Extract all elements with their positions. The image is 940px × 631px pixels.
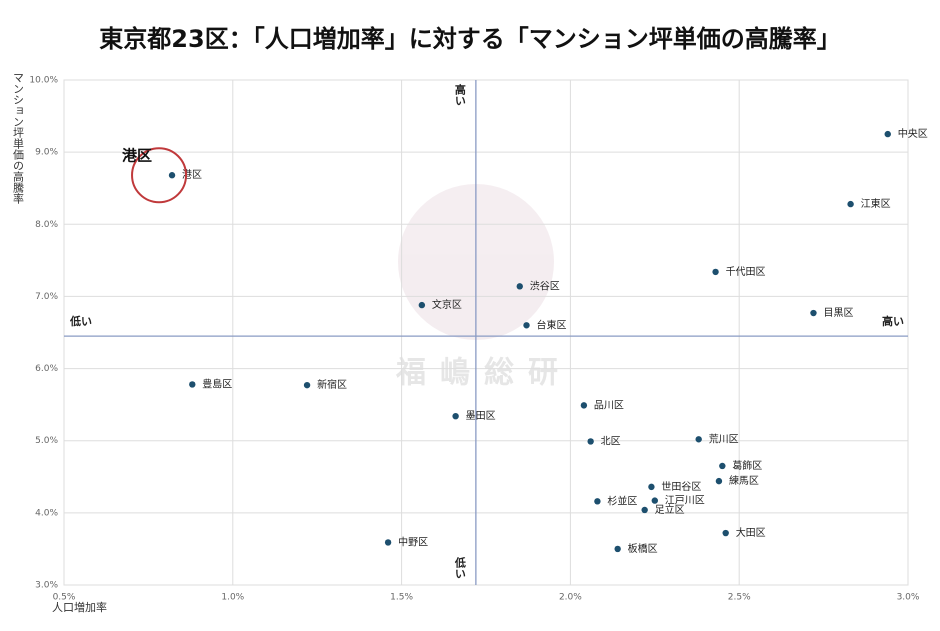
point-label: 墨田区 bbox=[466, 410, 496, 422]
y-tick-label: 6.0% bbox=[35, 364, 58, 374]
annotation-circle bbox=[131, 147, 188, 204]
point bbox=[715, 477, 723, 485]
point-label: 文京区 bbox=[432, 298, 462, 311]
point bbox=[168, 172, 176, 179]
point-label: 中央区 bbox=[898, 127, 928, 140]
x-tick-label: 0.5% bbox=[53, 593, 76, 603]
x-tick-label: 2.0% bbox=[559, 593, 582, 603]
annotation-label: 港区 bbox=[122, 147, 152, 165]
point bbox=[523, 322, 530, 329]
point-label: 世田谷区 bbox=[661, 481, 701, 493]
point-label: 中野区 bbox=[398, 535, 428, 548]
point-label: 北区 bbox=[601, 435, 621, 447]
point-label: 目黒区 bbox=[823, 307, 853, 319]
point-label: 渋谷区 bbox=[530, 279, 560, 292]
point bbox=[452, 412, 459, 420]
point bbox=[719, 462, 726, 470]
x-tick-label: 1.0% bbox=[221, 593, 244, 603]
point-label: 台東区 bbox=[537, 318, 567, 331]
point-label: 足立区 bbox=[655, 503, 685, 516]
point-label: 千代田区 bbox=[726, 266, 766, 278]
point bbox=[651, 497, 658, 504]
y-axis-label: マンション坪単価の高騰率 bbox=[12, 72, 25, 205]
point-label: 葛飾区 bbox=[732, 459, 762, 472]
point bbox=[418, 301, 426, 309]
point bbox=[189, 381, 196, 388]
point bbox=[641, 506, 648, 514]
point bbox=[847, 200, 854, 208]
chart-title: 東京都23区：「人口増加率」に対する「マンション坪単価の高騰率」 bbox=[99, 25, 840, 53]
point-label: 品川区 bbox=[594, 399, 624, 411]
x-tick-label: 2.5% bbox=[728, 593, 751, 603]
watermark-text: 福嶋総研 bbox=[395, 356, 572, 391]
point bbox=[614, 545, 621, 553]
point bbox=[303, 381, 311, 389]
point bbox=[884, 130, 891, 138]
point-label: 練馬区 bbox=[729, 474, 759, 487]
point bbox=[695, 436, 702, 443]
quadrant-label: 高い bbox=[882, 314, 904, 328]
x-tick-label: 3.0% bbox=[897, 593, 920, 603]
y-tick-label: 3.0% bbox=[35, 581, 58, 591]
point bbox=[810, 309, 817, 317]
y-tick-label: 10.0% bbox=[29, 76, 58, 86]
point-label: 豊島区 bbox=[202, 377, 232, 390]
point-label: 杉並区 bbox=[607, 494, 637, 507]
y-tick-label: 9.0% bbox=[35, 148, 58, 158]
point-label: 大田区 bbox=[736, 526, 766, 539]
point bbox=[516, 283, 523, 290]
point bbox=[648, 483, 655, 491]
quadrant-label: 高い bbox=[453, 83, 466, 106]
point bbox=[722, 529, 729, 537]
point bbox=[587, 438, 594, 445]
point bbox=[594, 498, 601, 505]
quadrant-label: 低い bbox=[69, 314, 92, 328]
quadrant-label: 低い bbox=[453, 556, 467, 579]
point-label: 荒川区 bbox=[709, 433, 739, 445]
y-tick-label: 7.0% bbox=[35, 292, 58, 302]
x-axis-label: 人口増加率 bbox=[52, 600, 107, 614]
point bbox=[384, 539, 392, 546]
point bbox=[580, 402, 588, 409]
point bbox=[712, 268, 719, 276]
point-label: 江東区 bbox=[861, 197, 891, 210]
x-tick-label: 1.5% bbox=[390, 593, 413, 603]
point-label: 新宿区 bbox=[317, 378, 347, 391]
y-tick-label: 4.0% bbox=[35, 508, 58, 518]
point-label: 江戸川区 bbox=[665, 495, 705, 507]
point-label: 港区 bbox=[182, 169, 202, 181]
point-label: 板橋区 bbox=[628, 542, 658, 555]
y-tick-label: 5.0% bbox=[35, 436, 58, 446]
y-tick-label: 8.0% bbox=[35, 220, 58, 230]
